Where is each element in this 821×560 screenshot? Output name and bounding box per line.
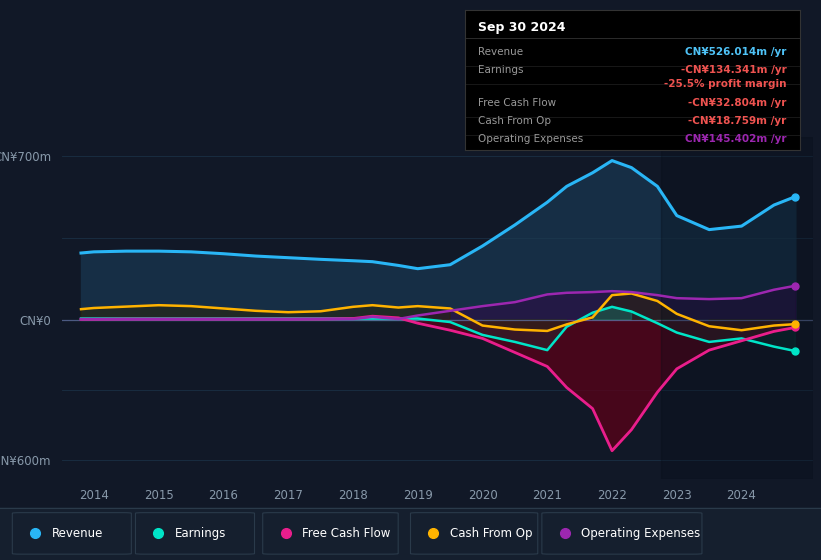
- Text: Operating Expenses: Operating Expenses: [479, 134, 584, 144]
- Text: Revenue: Revenue: [479, 47, 524, 57]
- Text: Earnings: Earnings: [479, 65, 524, 75]
- Text: Operating Expenses: Operating Expenses: [581, 527, 700, 540]
- Text: Earnings: Earnings: [175, 527, 227, 540]
- Text: CN¥145.402m /yr: CN¥145.402m /yr: [685, 134, 787, 144]
- Text: CN¥526.014m /yr: CN¥526.014m /yr: [686, 47, 787, 57]
- Text: -25.5% profit margin: -25.5% profit margin: [664, 79, 787, 89]
- Text: Free Cash Flow: Free Cash Flow: [479, 98, 557, 108]
- Bar: [661, 137, 813, 479]
- Text: Free Cash Flow: Free Cash Flow: [302, 527, 391, 540]
- Text: -CN¥32.804m /yr: -CN¥32.804m /yr: [688, 98, 787, 108]
- Text: Revenue: Revenue: [52, 527, 103, 540]
- Text: Cash From Op: Cash From Op: [450, 527, 532, 540]
- Text: -CN¥18.759m /yr: -CN¥18.759m /yr: [688, 116, 787, 127]
- Text: -CN¥134.341m /yr: -CN¥134.341m /yr: [681, 65, 787, 75]
- Text: Cash From Op: Cash From Op: [479, 116, 552, 127]
- Text: Sep 30 2024: Sep 30 2024: [479, 21, 566, 34]
